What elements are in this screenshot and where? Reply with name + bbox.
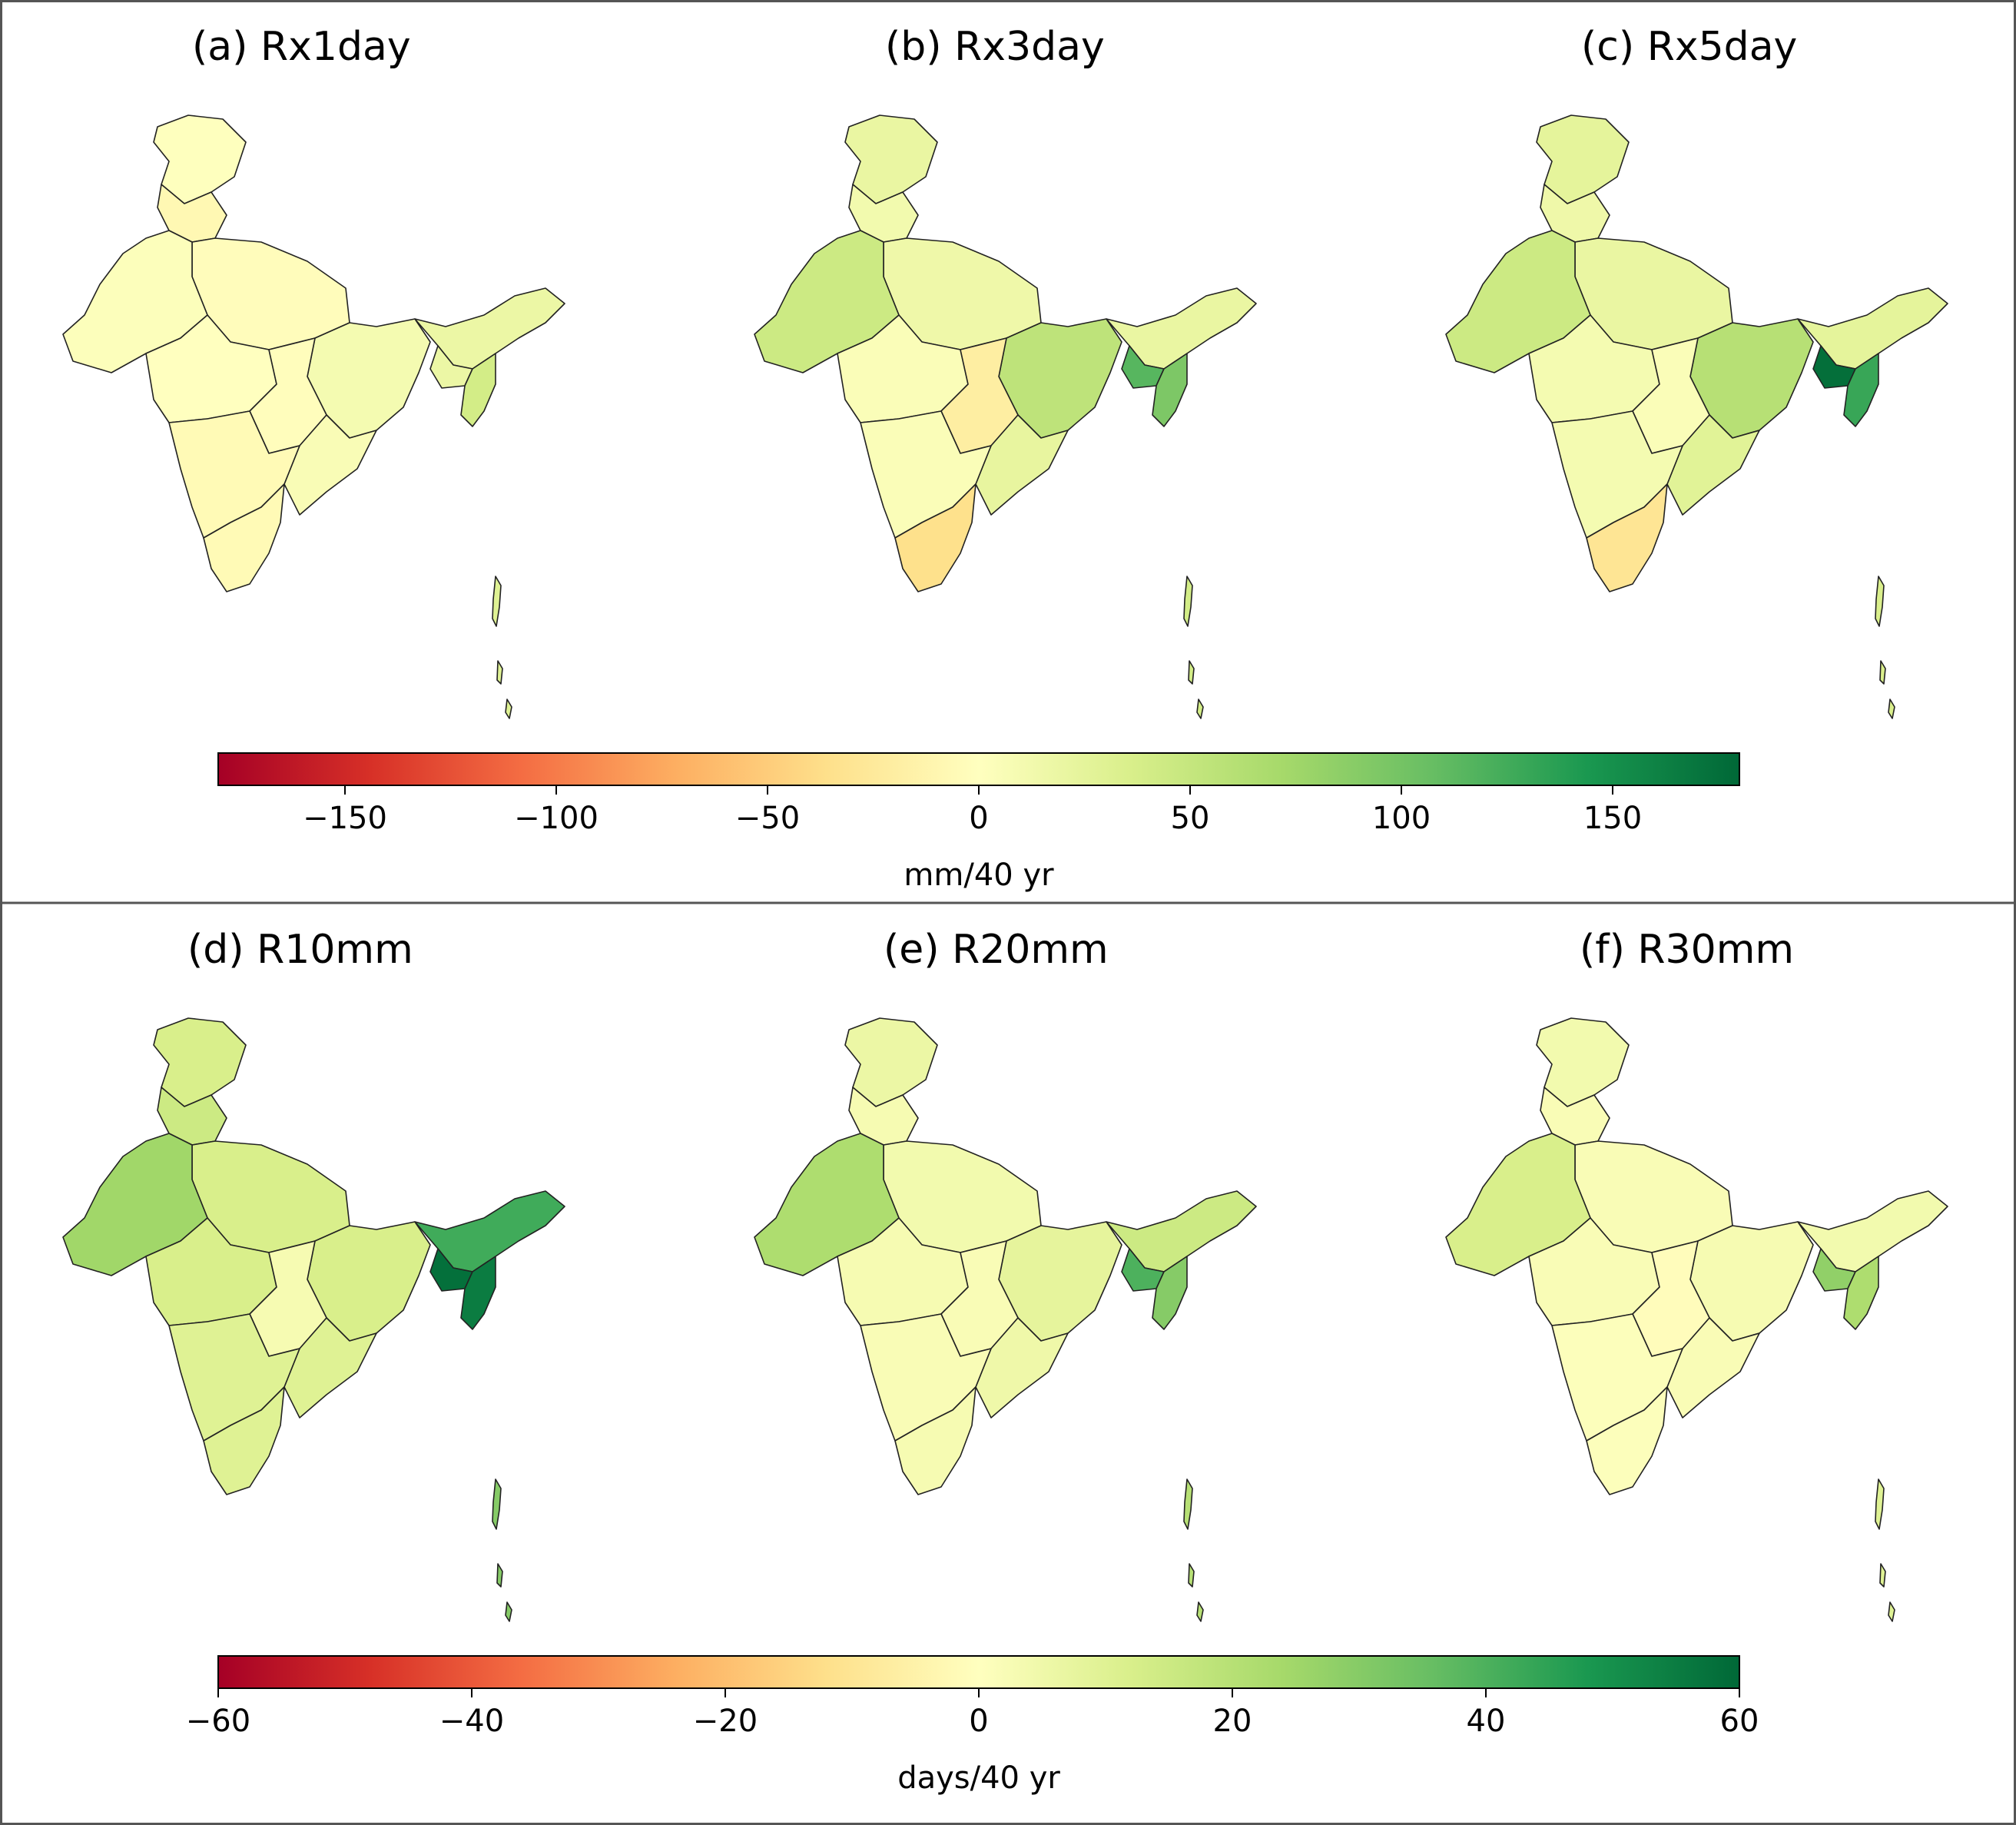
state-andaman <box>505 1601 512 1622</box>
panel-title: (a) Rx1day <box>192 24 411 70</box>
state-andaman <box>505 698 512 719</box>
state-tamilnadu <box>1586 1386 1668 1495</box>
state-west <box>754 230 900 373</box>
india-map <box>62 1017 565 1622</box>
colorbar-label: days/40 yr <box>897 1760 1060 1796</box>
state-west <box>754 1133 900 1276</box>
state-andaman <box>492 576 502 627</box>
panel-d: (d) R10mm <box>62 927 565 1622</box>
state-tripura <box>460 353 496 427</box>
state-tamilnadu <box>1586 483 1668 592</box>
colorbar-tick-label: −60 <box>186 1704 250 1739</box>
panel-f: (f) R30mm <box>1445 927 1948 1622</box>
colorbar-tick-label: 50 <box>1171 801 1210 836</box>
colorbar-tick-label: 0 <box>969 801 988 836</box>
panel-e: (e) R20mm <box>754 927 1257 1622</box>
state-tripura <box>460 1256 496 1330</box>
state-andaman <box>1875 1478 1885 1530</box>
state-andaman <box>1183 576 1193 627</box>
state-tamilnadu <box>894 1386 976 1495</box>
panel-b: (b) Rx3day <box>754 24 1257 719</box>
state-west <box>62 230 208 373</box>
panel-a: (a) Rx1day <box>62 24 565 719</box>
colorbar-gradient <box>217 752 1740 786</box>
india-map <box>1445 114 1948 719</box>
state-andaman <box>1196 1601 1204 1622</box>
colorbar-tick-label: 60 <box>1720 1704 1759 1739</box>
state-andaman <box>492 1478 502 1530</box>
state-andaman <box>1183 1478 1193 1530</box>
state-west <box>1445 1133 1591 1276</box>
state-andaman <box>496 1563 503 1588</box>
colorbar-tick-label: −150 <box>303 801 387 836</box>
state-tripura <box>1843 353 1879 427</box>
colorbar-tick-label: 150 <box>1583 801 1642 836</box>
state-andaman <box>496 660 503 685</box>
state-west <box>62 1133 208 1276</box>
state-andaman <box>1888 698 1895 719</box>
panel-title: (c) Rx5day <box>1581 24 1797 70</box>
colorbar-tick-label: −100 <box>514 801 598 836</box>
state-andaman <box>1875 576 1885 627</box>
colorbar-tick-label: 40 <box>1467 1704 1506 1739</box>
colorbar-label: mm/40 yr <box>904 858 1054 893</box>
state-tripura <box>1152 1256 1188 1330</box>
state-andaman <box>1196 698 1204 719</box>
panel-c: (c) Rx5day <box>1445 24 1948 719</box>
india-map <box>1445 1017 1948 1622</box>
colorbar-gradient <box>217 1655 1740 1689</box>
state-tripura <box>1152 353 1188 427</box>
state-tamilnadu <box>203 1386 285 1495</box>
colorbar-tick-label: −20 <box>693 1704 758 1739</box>
state-andaman <box>1879 1563 1886 1588</box>
colorbar-tick-label: −50 <box>735 801 800 836</box>
state-andaman <box>1879 660 1886 685</box>
state-tamilnadu <box>894 483 976 592</box>
panel-title: (b) Rx3day <box>885 24 1105 70</box>
colorbar-tick-label: −40 <box>439 1704 504 1739</box>
colorbar-2: days/40 yr −60 −40 −20 0 20 40 60 <box>186 1655 1759 1796</box>
india-map <box>754 1017 1257 1622</box>
india-map <box>754 114 1257 719</box>
state-tamilnadu <box>203 483 285 592</box>
colorbar-1: mm/40 yr −150 −100 −50 0 50 100 150 <box>217 752 1740 893</box>
state-andaman <box>1188 660 1195 685</box>
panel-title: (e) R20mm <box>884 927 1109 973</box>
panel-title: (f) R30mm <box>1580 927 1794 973</box>
state-west <box>1445 230 1591 373</box>
colorbar-tick-label: 100 <box>1372 801 1431 836</box>
colorbar-tick-label: 20 <box>1213 1704 1252 1739</box>
state-tripura <box>1843 1256 1879 1330</box>
colorbar-tick-label: 0 <box>969 1704 988 1739</box>
state-andaman <box>1888 1601 1895 1622</box>
panel-title: (d) R10mm <box>187 927 413 973</box>
india-map <box>62 114 565 719</box>
state-andaman <box>1188 1563 1195 1588</box>
